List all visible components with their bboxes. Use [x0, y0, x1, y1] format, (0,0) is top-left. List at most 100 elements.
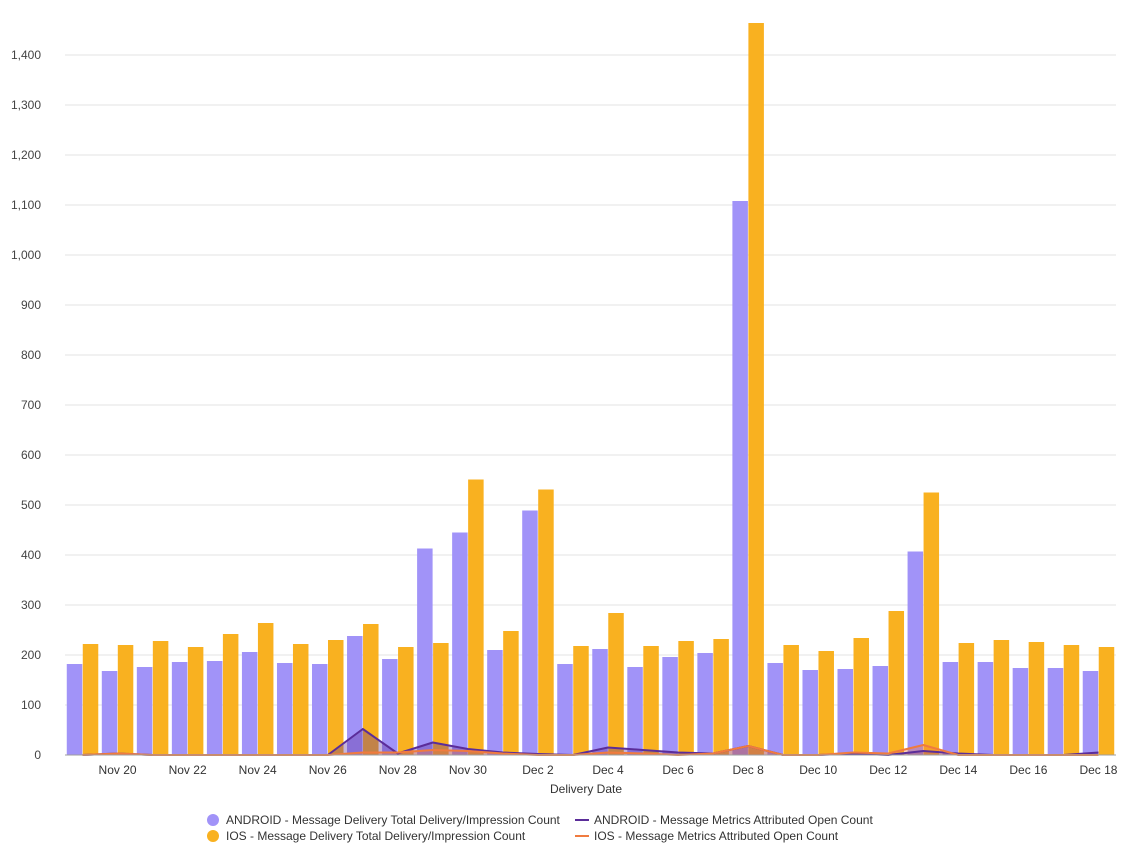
bars [66, 23, 1115, 755]
legend-item[interactable]: IOS - Message Metrics Attributed Open Co… [575, 829, 839, 843]
android-delivery-bar [767, 663, 783, 755]
android-delivery-bar [802, 670, 818, 755]
legend-item[interactable]: ANDROID - Message Metrics Attributed Ope… [575, 813, 873, 827]
android-delivery-bar [241, 652, 258, 755]
ios-delivery-bar [82, 644, 99, 755]
x-tick-label: Dec 4 [592, 763, 624, 777]
ios-delivery-bar [1098, 647, 1115, 755]
x-axis-ticks: Nov 20 Nov 22 Nov 24 Nov 26 Nov 28 Nov 30 Dec … [99, 763, 1118, 777]
android-delivery-bar [977, 662, 994, 755]
y-tick-label: 600 [21, 448, 41, 462]
ios-delivery-bar [292, 644, 309, 755]
x-tick-label: Nov 20 [99, 763, 137, 777]
legend-label: ANDROID - Message Metrics Attributed Ope… [594, 813, 873, 827]
android-delivery-bar [417, 548, 433, 755]
legend-label: IOS - Message Metrics Attributed Open Co… [594, 829, 839, 843]
y-tick-label: 1,200 [11, 148, 41, 162]
ios-delivery-bar [363, 624, 379, 755]
ios-delivery-bar [923, 492, 940, 755]
ios-delivery-bar [713, 639, 729, 755]
x-tick-label: Dec 18 [1079, 763, 1117, 777]
android-delivery-bar [276, 663, 293, 755]
android-delivery-bar [347, 636, 363, 755]
android-delivery-bar [1012, 668, 1029, 755]
ios-delivery-bar [433, 643, 449, 755]
ios-delivery-bar [853, 638, 869, 755]
y-tick-label: 800 [21, 348, 41, 362]
android-delivery-bar [206, 661, 223, 755]
ios-delivery-bar [1028, 642, 1045, 755]
android-delivery-bar [312, 664, 328, 755]
ios-delivery-bar [503, 631, 519, 755]
ios-delivery-bar [608, 613, 624, 755]
android-delivery-bar [697, 653, 713, 755]
y-tick-label: 200 [21, 648, 41, 662]
x-tick-label: Dec 2 [522, 763, 554, 777]
y-tick-label: 300 [21, 598, 41, 612]
ios-delivery-bar [888, 611, 905, 755]
ios-delivery-bar [468, 479, 484, 755]
x-tick-label: Dec 14 [939, 763, 977, 777]
ios-delivery-bar [993, 640, 1010, 755]
legend-label: IOS - Message Delivery Total Delivery/Im… [226, 829, 526, 843]
ios-delivery-bar [328, 640, 344, 755]
android-delivery-bar [732, 201, 748, 755]
android-delivery-bar [382, 659, 398, 755]
y-tick-label: 0 [34, 748, 41, 762]
legend-swatch-circle [207, 830, 219, 842]
ios-delivery-bar [538, 489, 554, 755]
ios-delivery-bar [748, 23, 764, 755]
ios-delivery-bar [818, 651, 834, 755]
y-axis-ticks: 0 100 200 300 400 500 600 700 800 900 1,000 1,100 1,… [11, 48, 41, 762]
ios-delivery-bar [222, 634, 239, 755]
x-tick-label: Dec 16 [1009, 763, 1047, 777]
y-tick-label: 100 [21, 698, 41, 712]
legend-label: ANDROID - Message Delivery Total Deliver… [226, 813, 561, 827]
android-delivery-bar [942, 662, 959, 755]
gridlines [65, 54, 1116, 706]
x-tick-label: Nov 22 [169, 763, 207, 777]
android-delivery-bar [662, 657, 678, 755]
legend-item[interactable]: ANDROID - Message Delivery Total Deliver… [207, 813, 561, 827]
x-tick-label: Dec 10 [799, 763, 837, 777]
android-delivery-bar [487, 650, 503, 755]
ios-delivery-bar [958, 643, 975, 755]
x-tick-label: Nov 24 [239, 763, 277, 777]
android-delivery-bar [872, 666, 889, 755]
android-delivery-bar [136, 667, 153, 755]
android-delivery-bar [592, 649, 608, 755]
y-tick-label: 400 [21, 548, 41, 562]
x-tick-label: Dec 8 [732, 763, 764, 777]
android-delivery-bar [837, 669, 853, 755]
y-tick-label: 900 [21, 298, 41, 312]
x-tick-label: Dec 6 [662, 763, 694, 777]
ios-delivery-bar [257, 623, 274, 755]
ios-delivery-bar [152, 641, 169, 755]
y-tick-label: 1,100 [11, 198, 41, 212]
x-tick-label: Dec 12 [869, 763, 907, 777]
android-delivery-bar [907, 551, 924, 755]
android-delivery-bar [1047, 668, 1064, 755]
android-delivery-bar [101, 671, 118, 755]
y-tick-label: 700 [21, 398, 41, 412]
y-tick-label: 1,000 [11, 248, 41, 262]
y-tick-label: 500 [21, 498, 41, 512]
x-tick-label: Nov 26 [309, 763, 347, 777]
ios-delivery-bar [1063, 645, 1080, 755]
legend-swatch-circle [207, 814, 219, 826]
ios-delivery-bar [643, 646, 659, 755]
legend: ANDROID - Message Delivery Total Deliver… [207, 813, 873, 843]
android-delivery-bar [627, 667, 643, 755]
android-delivery-bar [66, 664, 83, 755]
android-delivery-bar [522, 510, 538, 755]
x-tick-label: Nov 28 [379, 763, 417, 777]
ios-delivery-bar [678, 641, 694, 755]
y-tick-label: 1,300 [11, 98, 41, 112]
ios-delivery-bar [187, 647, 204, 755]
legend-item[interactable]: IOS - Message Delivery Total Delivery/Im… [207, 829, 526, 843]
android-delivery-bar [1082, 671, 1099, 755]
ios-delivery-bar [573, 646, 589, 755]
ios-delivery-bar [117, 645, 134, 755]
